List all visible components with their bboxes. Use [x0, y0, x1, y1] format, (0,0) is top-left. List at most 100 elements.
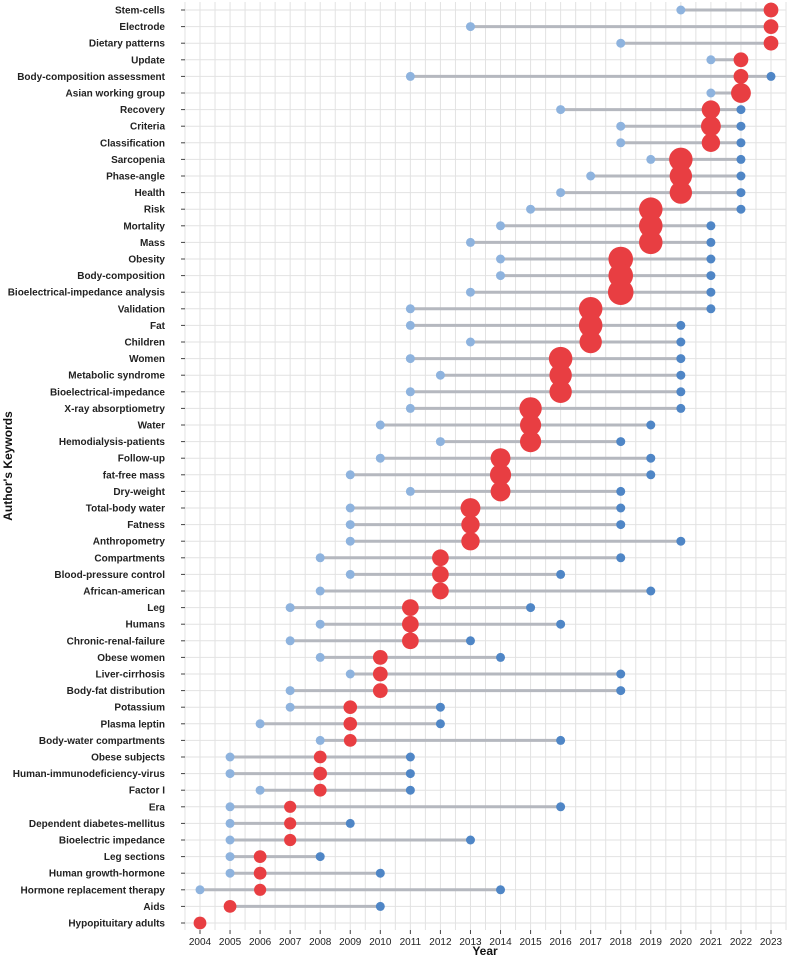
- y-tick-label: Potassium: [114, 703, 165, 714]
- point-peak-year: [578, 297, 603, 321]
- x-tick-label: 2013: [459, 937, 482, 948]
- point-first-year: [255, 785, 265, 795]
- point-last-year: [736, 121, 746, 131]
- point-first-year: [225, 835, 235, 845]
- y-tick-label: Anthropometry: [93, 537, 166, 548]
- point-peak-year: [460, 498, 481, 518]
- y-tick-label: Humans: [126, 620, 166, 631]
- point-first-year: [706, 88, 716, 98]
- y-tick-label: African-american: [83, 587, 165, 598]
- y-tick-label: Water: [138, 421, 166, 432]
- y-tick-labels: Stem-cells Electrode Dietary patterns Updat…: [8, 6, 185, 930]
- y-tick-label: Bioelectric impedance: [59, 836, 166, 847]
- point-first-year: [435, 370, 445, 380]
- point-first-year: [435, 437, 445, 447]
- point-first-year: [496, 221, 506, 231]
- y-tick-label: Compartments: [94, 553, 165, 564]
- point-first-year: [345, 470, 355, 480]
- y-tick-label: Obese women: [97, 653, 165, 664]
- y-tick-label: Chronic-renal-failure: [67, 636, 166, 647]
- y-tick-label: Sarcopenia: [111, 155, 165, 166]
- point-first-year: [225, 769, 235, 779]
- y-tick-label: Dry-weight: [113, 487, 165, 498]
- point-first-year: [225, 868, 235, 878]
- y-tick-label: Aids: [143, 902, 165, 913]
- point-peak-year: [490, 448, 511, 469]
- point-peak-year: [313, 783, 327, 797]
- point-first-year: [405, 320, 415, 330]
- x-tick-label: 2015: [519, 937, 542, 948]
- point-first-year: [465, 337, 475, 347]
- point-peak-year: [254, 883, 267, 896]
- point-peak-year: [733, 69, 749, 84]
- point-peak-year: [549, 363, 572, 387]
- point-last-year: [616, 486, 626, 496]
- point-last-year: [526, 603, 536, 613]
- y-tick-label: Human-immunodeficiency-virus: [13, 769, 166, 780]
- point-first-year: [405, 387, 415, 397]
- x-tick-label: 2021: [700, 937, 723, 948]
- point-first-year: [616, 121, 626, 131]
- point-first-year: [285, 603, 295, 613]
- point-first-year: [375, 453, 385, 463]
- y-tick-label: Mortality: [123, 221, 165, 232]
- point-peak-year: [343, 700, 358, 714]
- x-tick-label: 2007: [279, 937, 302, 948]
- point-last-year: [646, 420, 656, 430]
- point-peak-year: [763, 2, 779, 18]
- point-first-year: [345, 520, 355, 530]
- x-tick-label: 2006: [249, 937, 272, 948]
- point-first-year: [556, 105, 566, 115]
- point-peak-year: [432, 566, 449, 583]
- point-last-year: [496, 652, 506, 662]
- point-last-year: [405, 785, 415, 795]
- y-tick-label: Risk: [144, 205, 166, 216]
- point-last-year: [375, 901, 385, 911]
- y-tick-label: Recovery: [120, 105, 165, 116]
- y-axis-title: Author's Keywords: [1, 411, 15, 521]
- y-tick-label: fat-free mass: [103, 470, 166, 481]
- point-last-year: [706, 271, 716, 281]
- point-last-year: [315, 852, 325, 862]
- point-last-year: [435, 702, 445, 712]
- points: [193, 2, 779, 930]
- y-tick-label: Hemodialysis-patients: [59, 437, 166, 448]
- x-tick-label: 2022: [730, 937, 753, 948]
- x-tick-label: 2023: [760, 937, 783, 948]
- y-tick-label: Total-body water: [86, 504, 165, 515]
- y-tick-label: Update: [131, 55, 165, 66]
- y-tick-label: Bioelectrical-impedance: [50, 387, 165, 398]
- point-last-year: [616, 503, 626, 513]
- point-peak-year: [731, 83, 751, 103]
- point-last-year: [706, 221, 716, 231]
- point-peak-year: [372, 666, 388, 682]
- point-peak-year: [639, 197, 663, 221]
- point-peak-year: [700, 116, 721, 137]
- point-last-year: [375, 868, 385, 878]
- x-tick-label: 2010: [369, 937, 392, 948]
- point-first-year: [315, 553, 325, 563]
- point-last-year: [676, 387, 686, 397]
- point-peak-year: [549, 380, 572, 404]
- point-peak-year: [284, 817, 297, 830]
- point-first-year: [496, 254, 506, 264]
- y-tick-label: Body-water compartments: [39, 736, 166, 747]
- y-tick-label: Asian working group: [66, 89, 165, 100]
- y-tick-label: Health: [134, 188, 165, 199]
- x-tick-labels: 2004 2005 2006 2007 2008 2009 2010 2011 2012 2013…: [189, 930, 783, 948]
- point-peak-year: [639, 230, 663, 255]
- point-last-year: [556, 802, 566, 812]
- y-tick-label: Metabolic syndrome: [68, 371, 165, 382]
- y-tick-label: Human growth-hormone: [49, 869, 166, 880]
- point-peak-year: [519, 414, 542, 436]
- point-first-year: [345, 569, 355, 579]
- point-last-year: [465, 835, 475, 845]
- point-first-year: [345, 669, 355, 679]
- y-tick-label: Hormone replacement therapy: [21, 885, 166, 896]
- point-last-year: [616, 520, 626, 530]
- point-last-year: [646, 586, 656, 596]
- point-peak-year: [519, 431, 542, 453]
- point-last-year: [736, 138, 746, 148]
- y-tick-label: Era: [149, 802, 166, 813]
- point-last-year: [465, 636, 475, 646]
